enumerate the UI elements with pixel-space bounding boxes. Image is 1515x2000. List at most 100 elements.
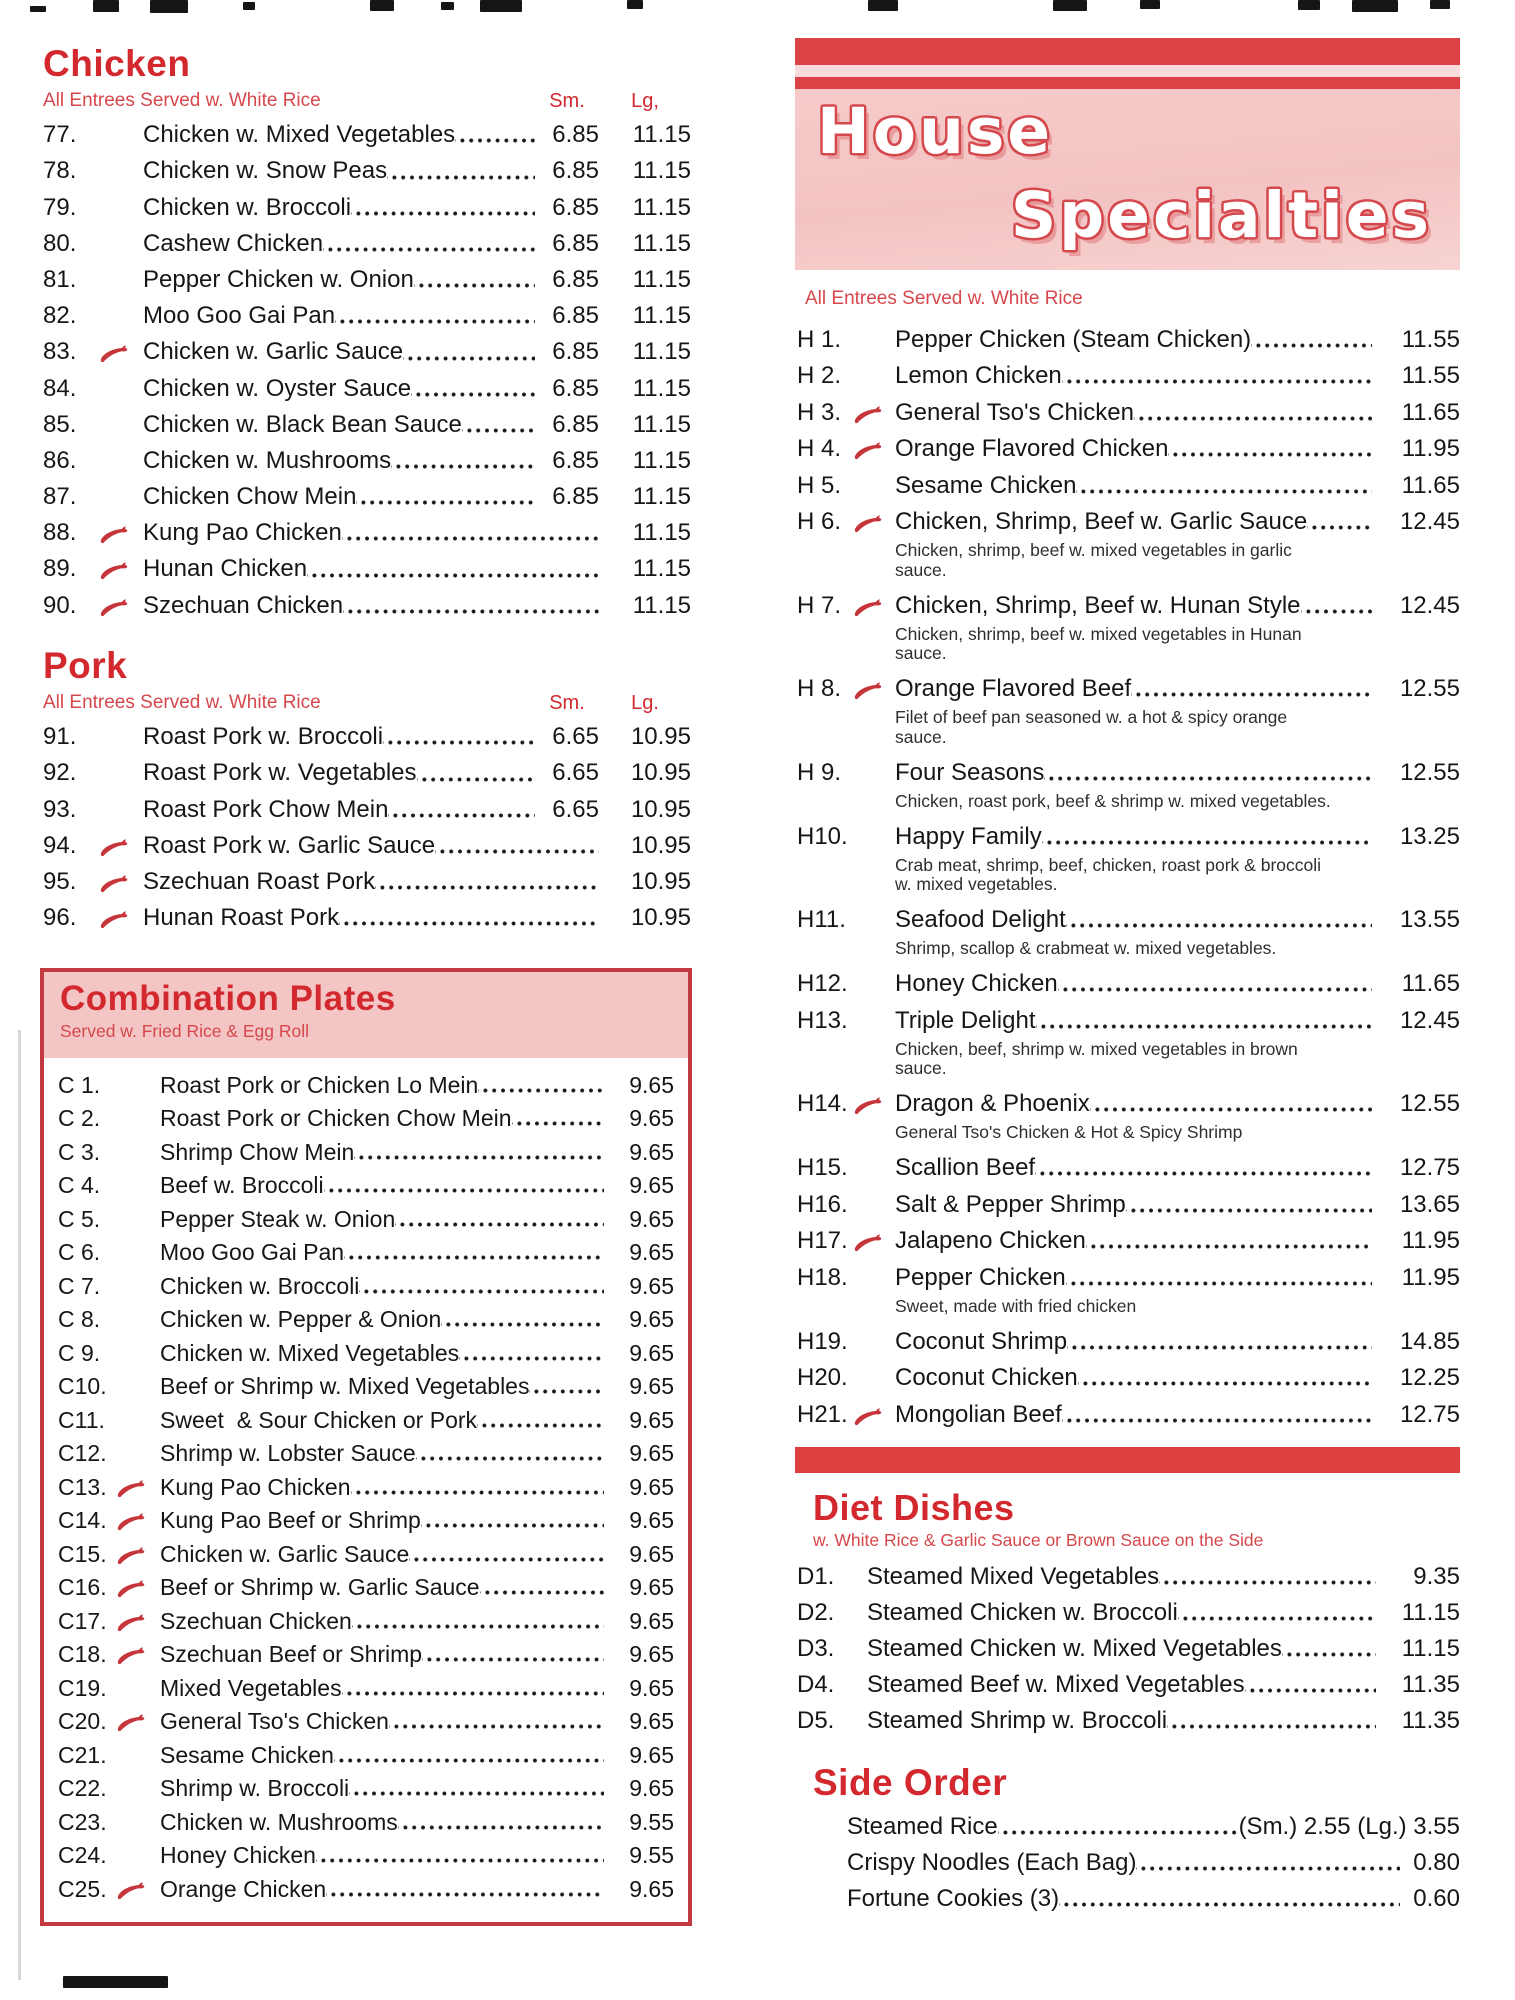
dotted-leader bbox=[349, 1773, 604, 1807]
item-number: D5. bbox=[797, 1707, 835, 1734]
item-number: H 2. bbox=[797, 362, 842, 389]
item-price-large: 10.95 bbox=[630, 759, 691, 787]
spicy-slot bbox=[116, 1799, 160, 1807]
menu-item: 90. Szechuan Chicken 11.15 bbox=[43, 588, 691, 625]
menu-item-row: C 4. Beef w. Broccoli 9.65 bbox=[58, 1170, 674, 1204]
item-number: 93. bbox=[43, 795, 77, 823]
diet-dishes-title: Diet Dishes bbox=[813, 1487, 1015, 1528]
item-name: Moo Goo Gai Pan bbox=[160, 1239, 345, 1265]
menu-item-row: 96. Hunan Roast Pork 10.95 bbox=[43, 900, 691, 938]
chili-pepper-icon bbox=[854, 1407, 882, 1425]
dotted-leader bbox=[409, 1539, 604, 1573]
dotted-leader bbox=[343, 588, 599, 625]
item-number: H18. bbox=[797, 1263, 848, 1291]
menu-item-row: Crispy Noodles (Each Bag) 0.80 bbox=[797, 1846, 1460, 1882]
dotted-leader bbox=[422, 1639, 604, 1673]
item-name: Steamed Mixed Vegetables bbox=[867, 1563, 1160, 1590]
dotted-leader bbox=[403, 335, 535, 372]
item-name: Steamed Rice bbox=[847, 1813, 998, 1840]
item-number: C 4. bbox=[58, 1172, 101, 1198]
spicy-slot bbox=[116, 1546, 160, 1573]
menu-item-row: C 9. Chicken w. Mixed Vegetables 9.65 bbox=[58, 1338, 674, 1372]
item-name: Orange Chicken bbox=[160, 1875, 327, 1902]
menu-item-row: Fortune Cookies (3) 0.60 bbox=[797, 1882, 1460, 1918]
item-number: H13. bbox=[797, 1006, 848, 1034]
item-price-large: 11.15 bbox=[632, 193, 691, 221]
item-price-small: 6.85 bbox=[552, 374, 599, 402]
item-name: Szechuan Beef or Shrimp bbox=[160, 1641, 423, 1667]
menu-item: C19. Mixed Vegetables 9.65 bbox=[58, 1673, 674, 1707]
item-price: 11.65 bbox=[1401, 471, 1460, 499]
dotted-leader bbox=[1125, 1187, 1372, 1224]
menu-item: Crispy Noodles (Each Bag) 0.80 bbox=[797, 1846, 1460, 1882]
dotted-leader bbox=[455, 118, 535, 155]
menu-item: H 4. Orange Flavored Chicken 11.95 bbox=[797, 431, 1460, 468]
menu-item: C 1. Roast Pork or Chicken Lo Mein 9.65 bbox=[58, 1070, 674, 1104]
chili-pepper-icon bbox=[854, 405, 882, 423]
menu-item-row: H 9. Four Seasons 12.55 bbox=[797, 755, 1460, 792]
item-number: C21. bbox=[58, 1741, 107, 1768]
menu-item: C 5. Pepper Steak w. Onion 9.65 bbox=[58, 1204, 674, 1238]
item-price-large: 11.15 bbox=[632, 157, 691, 185]
menu-item-row: H13. Triple Delight 12.45 bbox=[797, 1003, 1460, 1040]
item-name: Sesame Chicken bbox=[895, 471, 1077, 499]
spicy-slot bbox=[116, 1881, 160, 1908]
pork-list: 91. Roast Pork w. Broccoli 6.65 10.95 92. Roa… bbox=[43, 720, 691, 938]
chili-pepper-icon bbox=[117, 1714, 145, 1732]
item-price-large: 10.95 bbox=[630, 795, 691, 823]
item-name: Sweet & Sour Chicken or Pork bbox=[160, 1406, 478, 1433]
menu-item-row: 83. Chicken w. Garlic Sauce 6.85 11.15 bbox=[43, 335, 691, 372]
item-price: 11.35 bbox=[1401, 1707, 1460, 1734]
dotted-leader bbox=[415, 1438, 604, 1472]
menu-item-row: C18. Szechuan Beef or Shrimp 9.65 bbox=[58, 1639, 674, 1673]
spicy-slot bbox=[853, 351, 895, 359]
dotted-leader bbox=[350, 1472, 604, 1506]
item-description: Shrimp, scallop & crabmeat w. mixed vege… bbox=[895, 938, 1460, 959]
dotted-leader bbox=[1089, 1086, 1372, 1123]
menu-item-row: 88. Kung Pao Chicken 11.15 bbox=[43, 516, 691, 553]
dotted-leader bbox=[335, 298, 535, 336]
menu-item-row: C25. Orange Chicken 9.65 bbox=[58, 1874, 674, 1908]
item-description: Chicken, shrimp, beef w. mixed vegetable… bbox=[895, 623, 1460, 664]
item-price: 12.25 bbox=[1399, 1364, 1460, 1391]
menu-item-row: H 7. Chicken, Shrimp, Beef w. Hunan Style… bbox=[797, 588, 1460, 625]
dotted-leader bbox=[339, 900, 599, 938]
item-number: C23. bbox=[58, 1808, 107, 1835]
menu-item-row: C22. Shrimp w. Broccoli 9.65 bbox=[58, 1773, 674, 1807]
item-name: Shrimp Chow Mein bbox=[160, 1138, 355, 1165]
item-price: 12.45 bbox=[1399, 508, 1460, 535]
house-specialties-list: H 1. Pepper Chicken (Steam Chicken) 11.55 H… bbox=[797, 322, 1460, 1434]
item-description-line: Chicken, roast pork, beef & shrimp w. mi… bbox=[895, 790, 1331, 811]
menu-item: C11. Sweet & Sour Chicken or Pork 9.65 bbox=[58, 1405, 674, 1439]
menu-item-row: D4. Steamed Beef w. Mixed Vegetables 11.35 bbox=[797, 1668, 1460, 1704]
item-name: Chicken w. Mushrooms bbox=[160, 1808, 398, 1835]
chili-pepper-icon bbox=[854, 1097, 882, 1115]
dotted-leader bbox=[344, 1237, 604, 1271]
dotted-leader bbox=[479, 1572, 604, 1606]
menu-item: H16. Salt & Pepper Shrimp 13.65 bbox=[797, 1187, 1460, 1224]
item-description-line: Chicken, shrimp, beef w. mixed vegetable… bbox=[895, 623, 1302, 644]
menu-item: H 2. Lemon Chicken 11.55 bbox=[797, 358, 1460, 395]
item-name: Chicken w. Garlic Sauce bbox=[143, 338, 404, 366]
item-price: 9.35 bbox=[1413, 1563, 1460, 1590]
spicy-slot bbox=[116, 1646, 160, 1673]
item-price-small: 6.85 bbox=[552, 338, 599, 366]
item-name: Roast Pork w. Broccoli bbox=[143, 723, 384, 751]
spicy-slot bbox=[853, 514, 895, 541]
menu-item-row: C 2. Roast Pork or Chicken Chow Mein 9.65 bbox=[58, 1103, 674, 1137]
spicy-slot bbox=[99, 598, 143, 625]
menu-item-row: H21. Mongolian Beef 12.75 bbox=[797, 1397, 1460, 1434]
dotted-leader bbox=[1131, 671, 1372, 708]
scan-artifact bbox=[1053, 0, 1087, 11]
spicy-slot bbox=[853, 1179, 895, 1187]
item-number: 87. bbox=[43, 483, 77, 511]
spicy-slot bbox=[99, 525, 143, 552]
chili-pepper-icon bbox=[100, 526, 128, 544]
item-number: 84. bbox=[43, 374, 77, 402]
item-price: 9.65 bbox=[629, 1741, 674, 1768]
item-number: H15. bbox=[797, 1154, 848, 1181]
item-name: Honey Chicken bbox=[160, 1842, 316, 1868]
item-price: 12.55 bbox=[1399, 1090, 1460, 1117]
spicy-slot bbox=[116, 1129, 160, 1137]
